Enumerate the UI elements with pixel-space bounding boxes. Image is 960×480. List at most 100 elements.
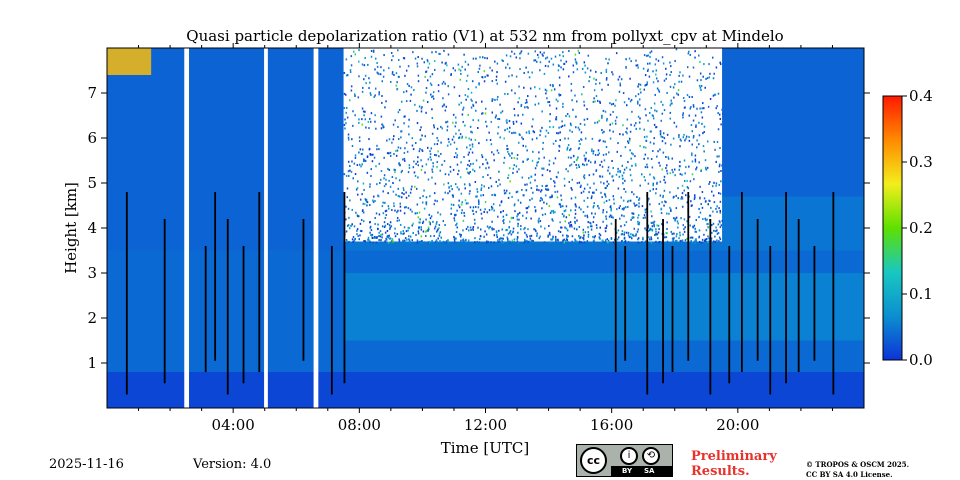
- noise-pixel: [703, 63, 705, 66]
- noise-pixel: [633, 227, 636, 230]
- noise-pixel: [689, 236, 692, 239]
- noise-pixel: [602, 220, 604, 223]
- noise-pixel: [486, 240, 488, 243]
- noise-pixel: [627, 141, 630, 144]
- noise-pixel: [508, 226, 510, 229]
- noise-pixel: [612, 102, 615, 105]
- noise-pixel: [403, 232, 405, 235]
- noise-pixel: [552, 142, 555, 145]
- noise-pixel: [719, 200, 722, 203]
- noise-pixel: [711, 190, 713, 193]
- noise-pixel: [644, 211, 647, 214]
- noise-pixel: [361, 152, 364, 155]
- noise-pixel: [538, 189, 540, 192]
- noise-pixel: [649, 238, 651, 241]
- noise-pixel: [529, 181, 532, 184]
- noise-pixel: [712, 240, 715, 243]
- noise-pixel: [611, 159, 613, 162]
- noise-pixel: [592, 216, 595, 219]
- noise-pixel: [381, 80, 384, 83]
- noise-pixel: [558, 145, 561, 148]
- noise-pixel: [368, 138, 370, 141]
- noise-pixel: [560, 126, 563, 129]
- noise-pixel: [474, 222, 476, 225]
- noise-pixel: [571, 235, 574, 238]
- noise-pixel: [454, 183, 457, 186]
- noise-pixel: [383, 174, 386, 177]
- noise-pixel: [513, 238, 516, 241]
- noise-pixel: [513, 107, 516, 110]
- noise-pixel: [656, 87, 659, 90]
- noise-pixel: [555, 98, 558, 101]
- noise-pixel: [628, 97, 630, 100]
- noise-pixel: [363, 159, 366, 162]
- noise-pixel: [425, 163, 428, 166]
- noise-pixel: [369, 240, 371, 243]
- noise-pixel: [429, 217, 432, 220]
- noise-pixel: [427, 178, 430, 181]
- noise-pixel: [487, 186, 490, 189]
- noise-pixel: [536, 164, 538, 167]
- noise-pixel: [499, 183, 501, 186]
- noise-pixel: [375, 127, 377, 130]
- noise-pixel: [549, 120, 551, 123]
- noise-pixel: [650, 157, 653, 160]
- noise-pixel: [479, 208, 482, 211]
- noise-pixel: [353, 50, 355, 53]
- noise-pixel: [547, 101, 549, 104]
- noise-pixel: [462, 219, 465, 222]
- noise-pixel: [411, 224, 414, 227]
- noise-pixel: [358, 75, 360, 78]
- noise-pixel: [675, 235, 678, 238]
- layer-dust-layer: [343, 273, 864, 341]
- noise-pixel: [387, 167, 389, 170]
- noise-pixel: [421, 134, 423, 137]
- noise-pixel: [484, 201, 487, 204]
- noise-pixel: [628, 236, 631, 239]
- noise-pixel: [408, 164, 411, 167]
- noise-pixel: [397, 138, 400, 141]
- noise-pixel: [698, 161, 700, 164]
- noise-pixel: [534, 209, 537, 212]
- colorbar-tick-label: 0.2: [909, 219, 933, 237]
- noise-pixel: [653, 123, 656, 126]
- noise-pixel: [719, 63, 722, 66]
- noise-pixel: [397, 125, 399, 128]
- noise-pixel: [538, 157, 540, 160]
- noise-pixel: [485, 241, 488, 244]
- noise-pixel: [591, 191, 594, 194]
- noise-pixel: [559, 94, 562, 97]
- noise-pixel: [678, 165, 681, 168]
- noise-pixel: [582, 231, 585, 234]
- noise-pixel: [641, 173, 643, 176]
- noise-pixel: [664, 181, 666, 184]
- noise-pixel: [407, 125, 410, 128]
- noise-pixel: [683, 100, 686, 103]
- noise-pixel: [568, 115, 571, 118]
- noise-pixel: [592, 206, 595, 209]
- noise-pixel: [557, 100, 559, 103]
- cloud-column: [662, 219, 664, 384]
- noise-pixel: [635, 204, 638, 207]
- noise-pixel: [662, 103, 664, 106]
- noise-pixel: [489, 66, 491, 69]
- noise-pixel: [356, 193, 359, 196]
- noise-pixel: [688, 50, 690, 53]
- noise-pixel: [346, 116, 349, 119]
- noise-pixel: [548, 60, 551, 63]
- noise-pixel: [412, 51, 414, 54]
- noise-pixel: [703, 131, 705, 134]
- noise-pixel: [674, 217, 677, 220]
- noise-pixel: [493, 209, 495, 212]
- noise-pixel: [461, 201, 464, 204]
- noise-pixel: [666, 232, 668, 235]
- noise-pixel: [430, 93, 432, 96]
- noise-pixel: [453, 238, 456, 241]
- noise-pixel: [700, 203, 702, 206]
- noise-pixel: [421, 57, 423, 60]
- noise-pixel: [570, 89, 573, 92]
- noise-pixel: [400, 136, 402, 139]
- noise-pixel: [527, 95, 529, 98]
- noise-pixel: [538, 217, 540, 220]
- noise-pixel: [650, 241, 653, 244]
